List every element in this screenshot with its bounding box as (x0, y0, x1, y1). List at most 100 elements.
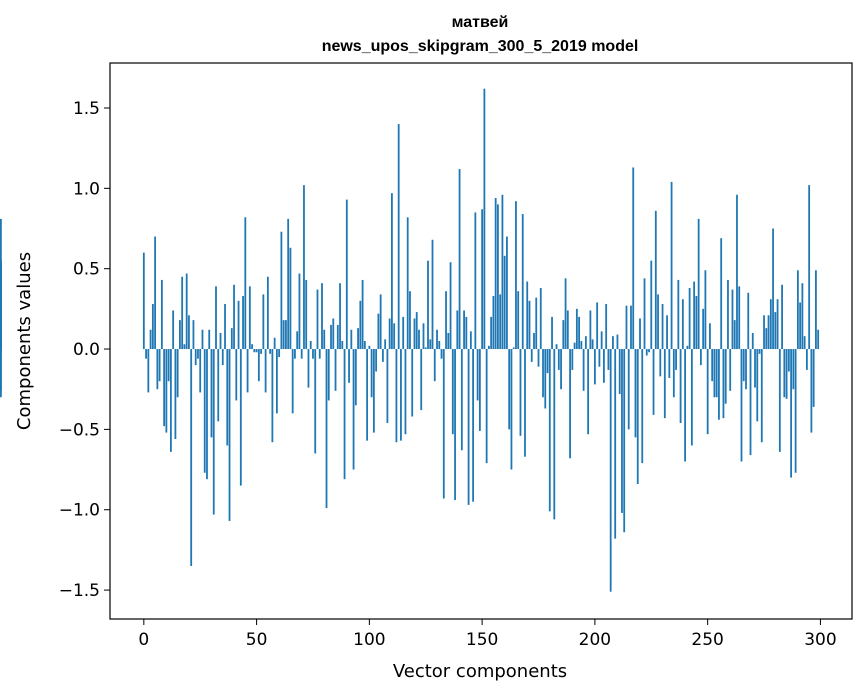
y-tick-label: 0.5 (73, 260, 100, 280)
bar-184 (557, 349, 560, 370)
bar-202 (598, 349, 601, 367)
bar-149 (478, 349, 481, 431)
bar-284 (783, 349, 786, 398)
bar-230 (661, 304, 664, 350)
bar-187 (564, 278, 567, 350)
y-tick-label: −0.5 (59, 420, 100, 440)
bar-76 (314, 349, 317, 454)
y-tick-label: 0.0 (73, 340, 100, 360)
bar-293 (803, 336, 806, 350)
bar-15 (176, 349, 179, 398)
bar-234 (670, 181, 673, 350)
bar-33 (217, 349, 220, 422)
bar-138 (454, 349, 456, 501)
bar-239 (681, 299, 684, 350)
bar-207 (609, 349, 612, 592)
bar-167 (519, 349, 522, 436)
bar-38 (228, 349, 231, 521)
bar-50 (255, 349, 258, 353)
bar-146 (472, 349, 474, 502)
bar-101 (370, 349, 373, 398)
bar-157 (497, 204, 499, 350)
bar-105 (379, 294, 382, 350)
bar-220 (639, 318, 641, 350)
bar-276 (765, 328, 768, 350)
bar-130 (436, 329, 438, 350)
bar-270 (751, 332, 754, 350)
bar-142 (463, 310, 465, 350)
bar-99 (366, 349, 368, 441)
bar-166 (517, 291, 520, 350)
y-tick-label: −1.5 (59, 581, 100, 601)
bar-140 (458, 169, 461, 350)
bar-263 (736, 194, 738, 350)
bar-73 (307, 349, 310, 388)
bar-297 (812, 349, 815, 407)
bar-214 (625, 305, 628, 350)
bar-39 (230, 328, 233, 350)
bar-62 (282, 320, 285, 350)
y-tick-label: −1.0 (59, 501, 100, 521)
bar-90 (345, 199, 348, 350)
bar-190 (571, 349, 574, 370)
bar-139 (456, 310, 459, 350)
bar-6 (156, 349, 159, 390)
bar-206 (607, 349, 610, 370)
bar-4 (151, 304, 154, 350)
bar-216 (630, 305, 632, 350)
bar-242 (688, 287, 691, 350)
bar-275 (763, 315, 765, 350)
bar-264 (738, 286, 741, 350)
bar-89 (343, 349, 346, 480)
bar-237 (677, 279, 680, 350)
bar-111 (393, 323, 396, 350)
bar-31 (212, 349, 215, 515)
x-tick-label: 50 (246, 630, 268, 650)
bar-61 (280, 231, 283, 350)
x-tick-label: 0 (138, 630, 149, 650)
bar-281 (776, 299, 779, 350)
bar-153 (487, 345, 490, 350)
bar-11 (167, 349, 170, 382)
bar-238 (679, 349, 682, 423)
bar-192 (575, 308, 578, 350)
bar-125 (424, 347, 427, 350)
bar-124 (422, 323, 425, 350)
bar-254 (715, 349, 718, 398)
bar-296 (810, 349, 813, 433)
bar-253 (713, 349, 716, 398)
bar-110 (391, 193, 393, 350)
bar-267 (745, 349, 747, 390)
bar-163 (510, 349, 513, 470)
bar-28 (206, 349, 208, 480)
bar-66 (291, 349, 294, 414)
bar-209 (614, 349, 617, 539)
bar-119 (411, 349, 414, 417)
bar-218 (634, 349, 637, 438)
bar-117 (406, 217, 409, 350)
bar-156 (494, 197, 497, 350)
bar-84 (332, 318, 335, 350)
bar-47 (248, 286, 251, 350)
bar-0 (142, 252, 145, 350)
chart-subtitle: news_upos_skipgram_300_5_2019 model (322, 38, 639, 55)
bar-56 (269, 349, 272, 354)
bar-150 (481, 209, 484, 350)
bar-86 (336, 324, 339, 350)
bar-252 (711, 349, 714, 382)
bar-274 (760, 349, 763, 443)
bar-44 (242, 296, 244, 350)
bar-128 (431, 239, 434, 350)
bar-113 (397, 124, 400, 350)
bar-2 (147, 349, 150, 393)
bar-229 (659, 349, 662, 377)
bar-189 (569, 349, 571, 459)
bar-194 (580, 341, 583, 350)
bar-95 (357, 328, 359, 350)
bar-162 (508, 349, 511, 430)
bar-246 (697, 218, 700, 350)
bar-54 (264, 349, 267, 393)
bar-23 (194, 349, 197, 366)
bar-37 (226, 349, 229, 446)
bar-260 (729, 349, 732, 391)
